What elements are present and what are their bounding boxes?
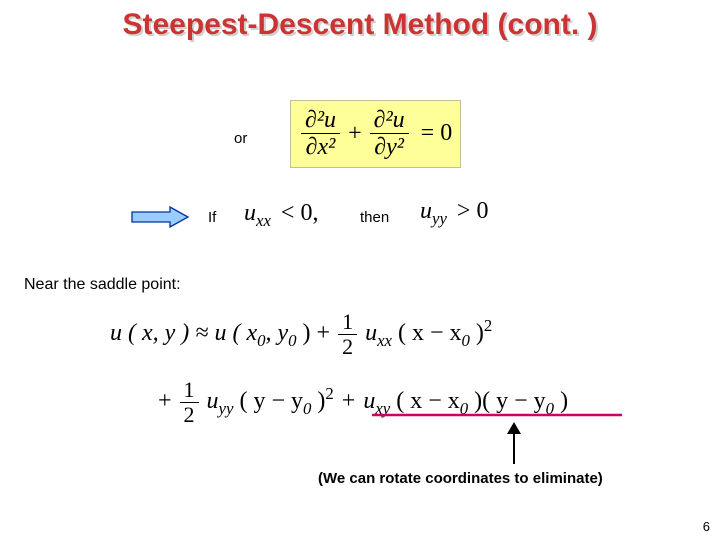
cond1-sub: xx	[256, 211, 271, 230]
page-number: 6	[703, 519, 710, 534]
pde-equation-box: ∂²u ∂x² + ∂²u ∂y² = 0	[290, 100, 461, 168]
page-number-text: 6	[703, 519, 710, 534]
t1c: ) +	[297, 320, 331, 346]
pde-plus: +	[348, 120, 362, 146]
dy2-close: )	[554, 388, 568, 414]
pde-frac2: ∂²u ∂y²	[370, 107, 409, 161]
if-label: If	[208, 209, 216, 226]
cond1-var: u	[244, 200, 256, 226]
pde-den1: ∂x²	[306, 134, 336, 160]
slide-title-text: Steepest-Descent Method (cont. )	[122, 8, 597, 41]
pde-den2: ∂y²	[374, 134, 404, 160]
uxy-var: u	[363, 388, 375, 414]
uyy-sub: yy	[219, 399, 234, 418]
dx2-open: ( x − x	[396, 388, 460, 414]
taylor-line2: + 1 2 uyy ( y − y0 )2 + uxy ( x − x0 )( …	[158, 378, 568, 427]
pde-eqzero: = 0	[417, 120, 453, 146]
dy-open: ( y − y	[239, 388, 303, 414]
dx-0: 0	[462, 331, 470, 350]
near-saddle-text: Near the saddle point:	[24, 276, 181, 293]
taylor-line1: u ( x, y ) ≈ u ( x0, y0 ) + 1 2 uxx ( x …	[110, 310, 492, 359]
half-num1: 1	[338, 310, 357, 335]
cond2-var: u	[420, 198, 432, 224]
t1-y0: 0	[288, 331, 296, 350]
or-label: or	[234, 130, 247, 147]
t2-lead: +	[158, 388, 172, 414]
then-label: then	[360, 209, 389, 226]
cross-term-underline	[372, 412, 622, 418]
cond2-op: > 0	[453, 198, 489, 224]
pde-num1: ∂²u	[305, 107, 336, 133]
or-text: or	[234, 130, 247, 147]
dx-close: )	[470, 320, 484, 346]
half-num2: 1	[180, 378, 199, 403]
footnote-text: (We can rotate coordinates to eliminate)	[318, 470, 603, 487]
half-den2: 2	[180, 403, 199, 427]
t1b: , y	[266, 320, 289, 346]
uyy-var: u	[207, 388, 219, 414]
pde-num2: ∂²u	[374, 107, 405, 133]
up-arrow-icon	[505, 422, 523, 464]
uxx-sub: xx	[377, 331, 392, 350]
dy-close: )	[311, 388, 325, 414]
pde-frac1: ∂²u ∂x²	[301, 107, 340, 161]
implication-arrow-icon	[130, 205, 190, 229]
condition-uyy: uyy > 0	[420, 198, 488, 229]
condition-uxx: uxx < 0,	[244, 200, 318, 231]
if-text: If	[208, 209, 216, 226]
footnote-label: (We can rotate coordinates to eliminate)	[318, 470, 603, 487]
then-text: then	[360, 209, 389, 226]
slide-title: Steepest-Descent Method (cont. )	[0, 8, 720, 42]
dy2-open: ( y − y	[482, 388, 546, 414]
t1a: u ( x, y ) ≈ u ( x	[110, 320, 257, 346]
dx2-close: )	[468, 388, 482, 414]
t1-x0: 0	[257, 331, 265, 350]
near-saddle-label: Near the saddle point:	[24, 276, 181, 294]
cond2-sub: yy	[432, 209, 447, 228]
dx-open: ( x − x	[398, 320, 462, 346]
uxx-var: u	[365, 320, 377, 346]
t2-plus: +	[340, 388, 358, 414]
cond1-op: < 0,	[277, 200, 319, 226]
half-den1: 2	[338, 335, 357, 359]
